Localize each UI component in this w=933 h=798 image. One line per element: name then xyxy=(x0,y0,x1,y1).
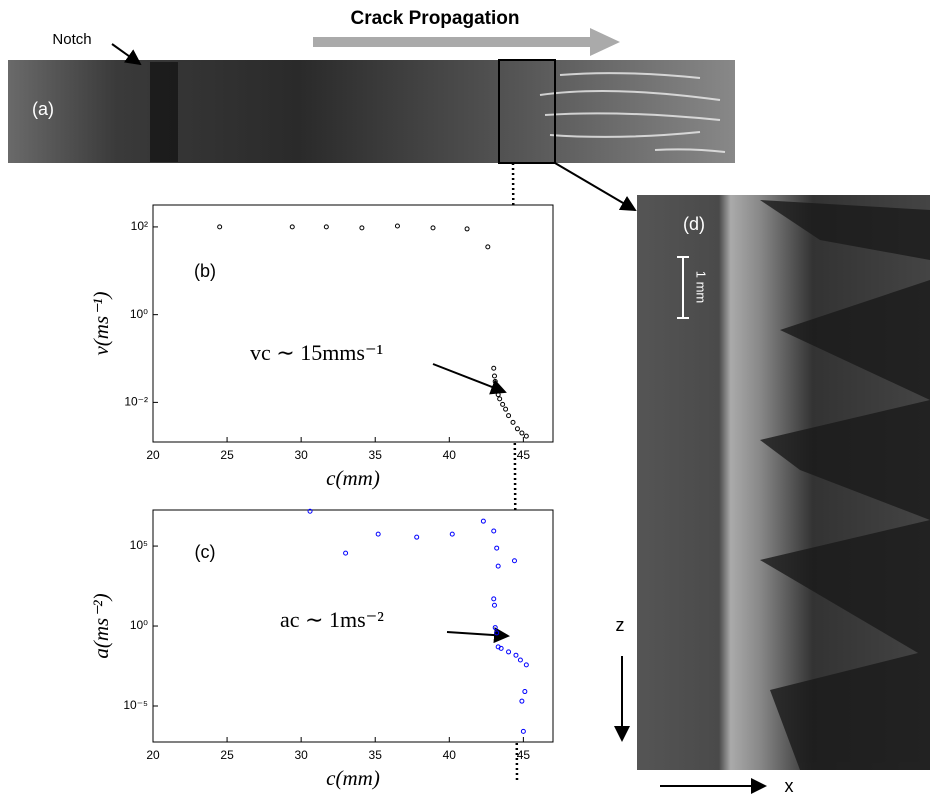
x-tick-label: 20 xyxy=(146,748,160,762)
propagation-arrow xyxy=(313,28,620,56)
notch-label: Notch xyxy=(52,31,91,48)
photo-a xyxy=(8,60,735,163)
figure: Crack Propagation Notch (a) (d) 1 mm z x… xyxy=(0,0,933,798)
axis-label: x xyxy=(785,776,794,796)
panel-label: (c) xyxy=(195,542,216,562)
scale-label: 1 mm xyxy=(694,271,709,304)
x-axis-label: c(mm) xyxy=(326,466,380,490)
y-tick-label: 10⁵ xyxy=(130,538,148,552)
title: Crack Propagation xyxy=(351,8,520,29)
x-tick-label: 25 xyxy=(220,748,234,762)
x-tick-label: 35 xyxy=(369,748,383,762)
x-tick-label: 40 xyxy=(443,448,457,462)
axis-label: z xyxy=(616,615,625,635)
y-tick-label: 10⁻² xyxy=(124,395,148,409)
x-tick-label: 30 xyxy=(294,748,308,762)
panel-label: (b) xyxy=(194,261,216,281)
y-tick-label: 10⁰ xyxy=(130,618,148,632)
annotation: ac ∼ 1ms⁻² xyxy=(280,607,384,632)
x-axis-label: c(mm) xyxy=(326,766,380,790)
x-tick-label: 25 xyxy=(220,448,234,462)
y-axis-label: a(ms⁻²) xyxy=(89,593,113,658)
y-axis-label: v(ms⁻¹) xyxy=(89,291,113,355)
x-tick-label: 45 xyxy=(517,448,531,462)
y-tick-label: 10⁰ xyxy=(130,307,148,321)
panel-label: (d) xyxy=(683,214,705,234)
x-tick-label: 30 xyxy=(294,448,308,462)
x-tick-label: 40 xyxy=(443,748,457,762)
y-tick-label: 10² xyxy=(131,219,148,233)
notch-region xyxy=(150,62,178,162)
y-tick-label: 10⁻⁵ xyxy=(123,698,148,712)
annotation: vc ∼ 15mms⁻¹ xyxy=(250,340,383,365)
x-tick-label: 35 xyxy=(369,448,383,462)
panel-label: (a) xyxy=(32,99,54,119)
plot-area xyxy=(153,205,553,442)
x-tick-label: 45 xyxy=(517,748,531,762)
x-tick-label: 20 xyxy=(146,448,160,462)
zoom-arrow xyxy=(555,163,635,210)
